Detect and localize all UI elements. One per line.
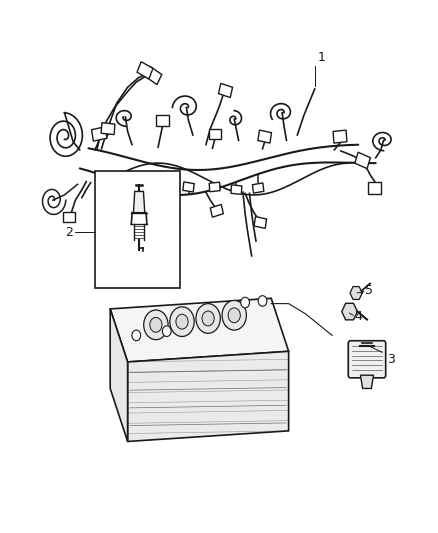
Circle shape xyxy=(176,314,188,329)
Text: 3: 3 xyxy=(387,353,395,366)
Circle shape xyxy=(144,310,168,340)
Bar xyxy=(209,182,220,192)
Bar xyxy=(92,127,107,141)
Polygon shape xyxy=(127,351,289,441)
Circle shape xyxy=(170,307,194,336)
Bar xyxy=(146,67,162,85)
Text: 5: 5 xyxy=(365,284,373,297)
Polygon shape xyxy=(350,287,362,300)
Bar xyxy=(137,62,153,79)
Text: 1: 1 xyxy=(318,51,325,63)
Circle shape xyxy=(162,326,171,336)
Circle shape xyxy=(202,311,214,326)
Circle shape xyxy=(241,297,250,308)
Bar xyxy=(368,182,381,194)
Bar xyxy=(183,182,194,192)
Circle shape xyxy=(132,330,141,341)
Bar xyxy=(152,185,163,195)
FancyBboxPatch shape xyxy=(348,341,386,378)
Bar xyxy=(95,171,180,288)
Text: 2: 2 xyxy=(65,225,73,239)
Bar xyxy=(131,188,142,197)
Bar xyxy=(156,115,169,126)
Circle shape xyxy=(222,301,247,330)
Polygon shape xyxy=(360,375,374,389)
Circle shape xyxy=(150,317,162,332)
Text: 4: 4 xyxy=(354,310,362,324)
Polygon shape xyxy=(342,303,357,320)
Circle shape xyxy=(258,296,267,306)
Bar xyxy=(258,130,272,143)
Bar xyxy=(210,205,223,217)
Bar xyxy=(355,152,371,168)
Bar xyxy=(208,128,221,139)
Bar xyxy=(63,213,74,222)
Bar xyxy=(101,123,115,135)
Bar xyxy=(253,183,264,193)
Polygon shape xyxy=(110,309,127,441)
Polygon shape xyxy=(110,298,289,362)
Bar xyxy=(333,130,347,143)
Bar xyxy=(231,185,242,195)
Polygon shape xyxy=(134,191,145,213)
Circle shape xyxy=(228,308,240,322)
Circle shape xyxy=(196,304,220,333)
Bar xyxy=(254,216,267,228)
Bar xyxy=(219,84,233,98)
